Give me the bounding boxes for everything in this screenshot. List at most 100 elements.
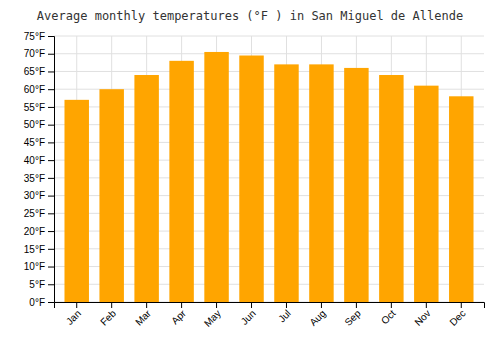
- tick-mark: [146, 302, 147, 308]
- tick-label: Nov: [412, 308, 432, 328]
- tick-mark: [181, 302, 182, 308]
- tick-label: Jun: [239, 308, 258, 327]
- tick-label: 10°F: [24, 261, 45, 272]
- bar: [414, 86, 438, 302]
- bar: [239, 56, 263, 302]
- tick-mark: [48, 36, 54, 37]
- tick: 75°F: [24, 31, 54, 42]
- tick-mark: [48, 89, 54, 90]
- tick-label: 55°F: [24, 102, 45, 113]
- tick-mark: [216, 302, 217, 308]
- axis-line: [55, 303, 485, 309]
- tick-mark: [48, 284, 54, 285]
- tick-mark: [391, 302, 392, 308]
- tick: 5°F: [29, 279, 54, 290]
- tick: 30°F: [24, 190, 54, 201]
- tick-label: Jan: [64, 308, 83, 327]
- tick-label: May: [202, 308, 223, 329]
- y-axis: 0°F 5°F 10°F 15°F 20°F 25°F 30°F 35°F 40°F 45°F 50…: [24, 31, 55, 308]
- tick-label: 5°F: [29, 279, 45, 290]
- chart: Average monthly temperatures (°F ) in Sa…: [0, 0, 500, 350]
- bars: [64, 52, 473, 302]
- axis-line: [48, 37, 55, 303]
- tick: Jan: [64, 302, 83, 327]
- tick: 65°F: [24, 66, 54, 77]
- grid: [54, 36, 484, 302]
- tick-mark: [48, 142, 54, 143]
- tick: Feb: [98, 302, 118, 328]
- plot: 0°F 5°F 10°F 15°F 20°F 25°F 30°F 35°F 40°F 45°F 50…: [24, 31, 485, 329]
- tick: Sep: [342, 302, 363, 328]
- tick-mark: [321, 302, 322, 308]
- tick-label: 20°F: [24, 226, 45, 237]
- tick-label: 75°F: [24, 31, 45, 42]
- tick: Aug: [307, 302, 327, 328]
- tick-label: Oct: [379, 308, 398, 327]
- tick-mark: [48, 249, 54, 250]
- tick: 35°F: [24, 173, 54, 184]
- tick-mark: [48, 196, 54, 197]
- tick: 15°F: [24, 244, 54, 255]
- tick-label: Mar: [133, 307, 153, 327]
- tick-label: 45°F: [24, 137, 45, 148]
- tick: 45°F: [24, 137, 54, 148]
- tick: 25°F: [24, 208, 54, 219]
- tick-label: Apr: [169, 307, 188, 326]
- tick: 10°F: [24, 261, 54, 272]
- tick: Dec: [447, 302, 467, 328]
- bar: [134, 75, 158, 302]
- tick-mark: [48, 302, 54, 303]
- tick-label: 70°F: [24, 48, 45, 59]
- bar: [379, 75, 403, 302]
- tick-label: 50°F: [24, 119, 45, 130]
- tick-label: 30°F: [24, 190, 45, 201]
- tick-label: 60°F: [24, 84, 45, 95]
- tick-mark: [111, 302, 112, 308]
- tick-mark: [48, 231, 54, 232]
- bar: [309, 64, 333, 302]
- tick-mark: [286, 302, 287, 308]
- tick-label: 40°F: [24, 155, 45, 166]
- bar: [204, 52, 228, 302]
- tick: 50°F: [24, 119, 54, 130]
- tick-mark: [461, 302, 462, 308]
- tick-mark: [48, 178, 54, 179]
- tick-mark: [426, 302, 427, 308]
- x-axis: Jan Feb Mar Apr May Jun Jul Aug Sep Oct Nov Dec: [55, 302, 485, 329]
- grid-line: [54, 36, 484, 37]
- tick-mark: [48, 213, 54, 214]
- tick: 20°F: [24, 226, 54, 237]
- tick: May: [202, 302, 223, 329]
- tick: Apr: [169, 302, 188, 326]
- tick-label: 35°F: [24, 173, 45, 184]
- bar: [64, 100, 88, 302]
- tick-mark: [48, 125, 54, 126]
- tick-label: 65°F: [24, 66, 45, 77]
- tick-label: Dec: [447, 308, 467, 328]
- tick-mark: [48, 71, 54, 72]
- bar: [99, 89, 123, 302]
- tick: 40°F: [24, 155, 54, 166]
- tick-mark: [48, 54, 54, 55]
- tick-label: Aug: [307, 308, 327, 328]
- bar: [169, 61, 193, 302]
- tick: Mar: [133, 302, 153, 328]
- bar: [449, 96, 473, 302]
- tick: Nov: [412, 302, 432, 328]
- tick: 0°F: [29, 297, 54, 308]
- tick-label: 0°F: [29, 297, 45, 308]
- title: Average monthly temperatures (°F ) in Sa…: [37, 9, 463, 23]
- tick-label: Sep: [342, 307, 363, 328]
- grid-line: [54, 71, 484, 72]
- tick-mark: [48, 107, 54, 108]
- tick-label: 15°F: [24, 244, 45, 255]
- tick-mark: [356, 302, 357, 308]
- tick: Jul: [276, 302, 293, 324]
- tick-mark: [48, 267, 54, 268]
- tick-label: 25°F: [24, 208, 45, 219]
- tick-label: Jul: [276, 308, 293, 325]
- tick: Oct: [379, 302, 398, 326]
- grid-line: [54, 53, 484, 54]
- bar: [344, 68, 368, 302]
- tick: 60°F: [24, 84, 54, 95]
